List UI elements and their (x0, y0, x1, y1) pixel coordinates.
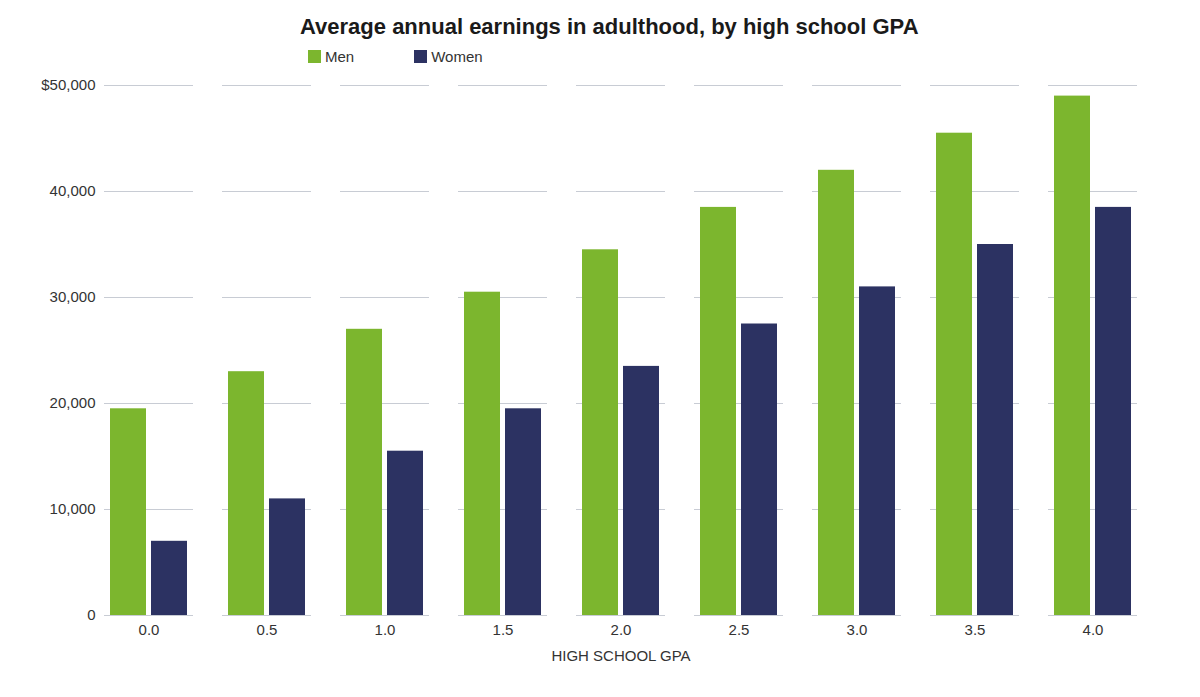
svg-text:1.5: 1.5 (493, 621, 514, 638)
html-text:Average annual earnings in adu: Average annual earnings in adulthood, by… (300, 14, 919, 39)
svg-text:0: 0 (87, 606, 95, 623)
svg-text:30,000: 30,000 (50, 288, 96, 305)
svg-text:2.5: 2.5 (729, 621, 750, 638)
svg-text:3.0: 3.0 (847, 621, 868, 638)
html-text:Women: Women (431, 48, 483, 65)
svg-text:4.0: 4.0 (1083, 621, 1104, 638)
svg-text:$50,000: $50,000 (41, 76, 95, 93)
svg-text:40,000: 40,000 (50, 182, 96, 199)
html-text:Men: Men (325, 48, 355, 65)
svg-text:20,000: 20,000 (50, 394, 96, 411)
svg-text:HIGH SCHOOL GPA: HIGH SCHOOL GPA (551, 647, 690, 664)
svg-text:2.0: 2.0 (611, 621, 632, 638)
svg-text:0.5: 0.5 (257, 621, 278, 638)
svg-text:0.0: 0.0 (139, 621, 160, 638)
svg-text:3.5: 3.5 (965, 621, 986, 638)
svg-text:10,000: 10,000 (50, 500, 96, 517)
svg-text:1.0: 1.0 (375, 621, 396, 638)
